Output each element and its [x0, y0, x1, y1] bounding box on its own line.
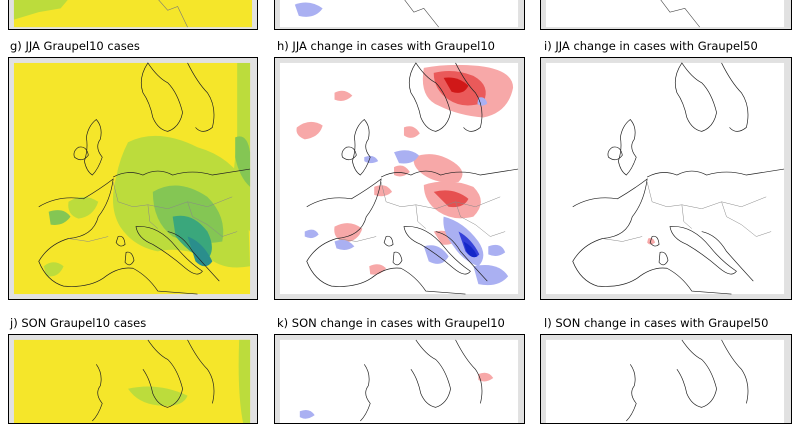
map-panel-e [274, 0, 525, 30]
borders [336, 181, 506, 242]
map-panel-i [540, 57, 792, 300]
map-panel-d [8, 0, 258, 30]
coastlines [38, 62, 251, 295]
map-panel-l [540, 334, 792, 424]
map-panel-j [8, 334, 258, 424]
panel-label-h: h) JJA change in cases with Graupel10 [277, 39, 495, 53]
map-panel-k [274, 334, 525, 424]
coastlines [572, 62, 785, 295]
map-panel-h [274, 57, 525, 300]
red-anomaly-spot [647, 238, 656, 245]
map-panel-g [8, 57, 258, 300]
borders [602, 181, 772, 242]
borders [68, 181, 238, 242]
coastlines [306, 62, 519, 295]
panel-label-k: k) SON change in cases with Graupel10 [277, 316, 505, 330]
green-region-alps [152, 185, 224, 244]
panel-label-l: l) SON change in cases with Graupel50 [544, 316, 769, 330]
panel-label-j: j) SON Graupel10 cases [10, 316, 147, 330]
panel-label-i: i) JJA change in cases with Graupel50 [544, 39, 758, 53]
panel-label-g: g) JJA Graupel10 cases [10, 39, 140, 53]
map-panel-f [540, 0, 792, 30]
